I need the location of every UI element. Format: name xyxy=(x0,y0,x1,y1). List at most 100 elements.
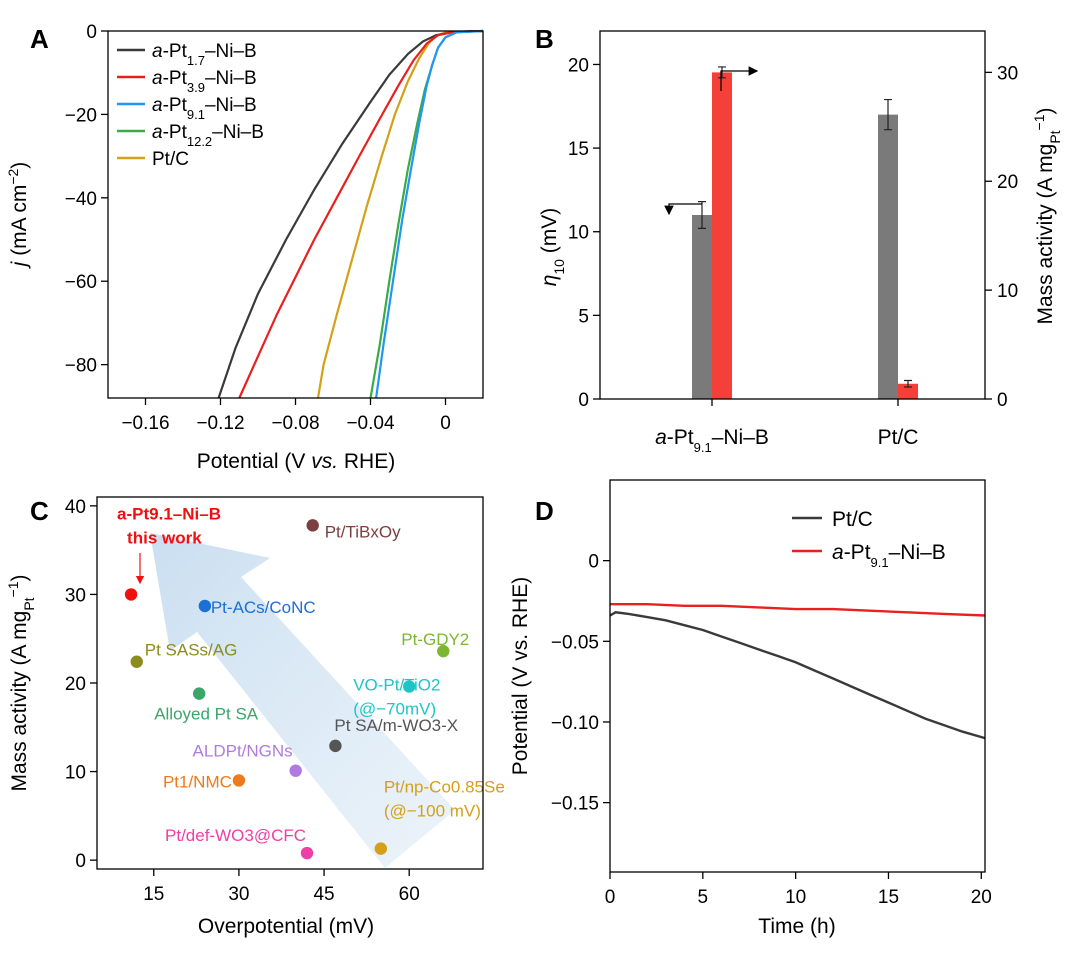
panel-c-x-tick-label: 60 xyxy=(399,884,420,905)
panel-a-legend-label: a-Pt12.2–Ni–B xyxy=(152,122,264,149)
panel-label-c: C xyxy=(30,496,49,526)
panel-a-series-group xyxy=(217,29,484,399)
panel-c-y-tick-label: 0 xyxy=(75,851,86,872)
panel-b-error-bar xyxy=(718,66,726,79)
panel-c-point-label: this work xyxy=(127,528,202,547)
panel-a-y-tick-label: 0 xyxy=(86,22,97,43)
panel-d-series-group xyxy=(609,603,986,740)
panel-c-point-label: Pt/TiBxOy xyxy=(325,522,401,541)
panel-c-y-axis-label: Mass activity (A mgPt−1) xyxy=(5,574,37,791)
panel-b-left-tick-label: 10 xyxy=(568,223,589,244)
panel-c-point xyxy=(329,739,342,753)
panel-b-bar-mass-activity xyxy=(712,72,732,400)
panel-b-left-axis-arrow xyxy=(664,203,702,216)
panel-label-a: A xyxy=(30,24,49,54)
panel-b-right-tick-label: 10 xyxy=(997,281,1018,302)
panel-b-bar-chart: 0 5 10 15 20 0 10 20 30 a-Pt9.1–Ni–B Pt/C η10 (mV)… xyxy=(538,30,1063,455)
panel-c-y-tick-label: 40 xyxy=(65,497,86,518)
panel-b-axes-frame xyxy=(599,30,986,400)
panel-c-point-label: ALDPt/NGNs xyxy=(193,742,293,761)
panel-c-point xyxy=(198,599,212,613)
panel-c-x-axis-label: Overpotential (mV) xyxy=(198,915,374,938)
panel-d-y-tick-label: −0.05 xyxy=(551,632,599,653)
panel-b-ticks: 0 5 10 15 20 0 10 20 30 a-Pt9.1–Ni–B Pt/C xyxy=(568,55,1018,454)
panel-b-right-tick-label: 30 xyxy=(997,63,1018,84)
panel-d-ticks: 0 5 10 15 20 0 −0.05 −0.10 −0.15 xyxy=(551,552,992,908)
panel-b-right-tick-label: 20 xyxy=(997,172,1018,193)
panel-d-x-tick-label: 10 xyxy=(785,887,806,908)
panel-c-point-label: Pt/np-Co0.85Se xyxy=(384,778,505,797)
panel-b-bars-group xyxy=(692,66,918,400)
panel-b-right-y-axis-label: Mass activity (A mgPt−1) xyxy=(1031,107,1063,324)
panel-a-legend-label: a-Pt1.7–Ni–B xyxy=(152,41,257,68)
panel-b-right-axis-arrow xyxy=(720,66,759,91)
panel-b-bar-overpotential xyxy=(692,215,712,399)
panel-b-error-bar xyxy=(904,379,912,388)
panel-a-x-axis-label: Potential (V vs. RHE) xyxy=(197,450,395,473)
panel-d-x-axis-label: Time (h) xyxy=(758,915,835,938)
panel-c-y-tick-label: 10 xyxy=(65,763,86,784)
panel-a-x-tick-label: −0.08 xyxy=(271,413,319,434)
panel-c-y-tick-label: 20 xyxy=(65,674,86,695)
panel-d-x-tick-label: 0 xyxy=(605,887,616,908)
panel-c-point-label: Pt-GDY2 xyxy=(401,630,469,649)
panel-a-y-axis-label: j (mA cm−2) xyxy=(5,162,31,270)
panel-d-series-line-1 xyxy=(610,603,986,617)
panel-c-point xyxy=(130,655,143,668)
panel-d-y-tick-label: −0.15 xyxy=(551,794,599,815)
panel-d-x-tick-label: 5 xyxy=(698,887,709,908)
panel-a-y-tick-label: −60 xyxy=(65,272,97,293)
panel-a-x-tick-label: −0.16 xyxy=(121,413,169,434)
panel-d-y-axis-label: Potential (V vs. RHE) xyxy=(509,577,532,775)
panel-c-point-label: VO-Pt/TiO2 xyxy=(353,676,440,695)
panel-a-series-line-1 xyxy=(238,29,484,399)
panel-c-y-tick-label: 30 xyxy=(65,585,86,606)
panel-a-x-tick-label: 0 xyxy=(440,413,451,434)
panel-c-point-label: (@−100 mV) xyxy=(384,802,481,821)
panel-a-y-tick-label: −80 xyxy=(65,356,97,377)
panel-d-stability-chart: 0 5 10 15 20 0 −0.05 −0.10 −0.15 Pt/C a-Pt9.1–Ni–… xyxy=(509,479,992,938)
panel-a-polarization-curves: −0.16 −0.12 −0.08 −0.04 0 −80 −60 −40 −20 0 a-Pt1… xyxy=(5,22,484,473)
panel-label-b: B xyxy=(535,24,554,54)
panel-c-point-label: (@−70mV) xyxy=(353,700,436,719)
panel-a-legend: a-Pt1.7–Ni–Ba-Pt3.9–Ni–Ba-Pt9.1–Ni–Ba-Pt… xyxy=(117,41,264,170)
panel-a-x-tick-label: −0.12 xyxy=(196,413,244,434)
panel-d-series-line-0 xyxy=(609,611,986,740)
panel-d-y-tick-label: −0.10 xyxy=(551,713,599,734)
panel-b-bar-overpotential xyxy=(878,114,898,400)
panel-c-x-tick-label: 45 xyxy=(313,884,334,905)
panel-c-point xyxy=(306,519,319,532)
panel-a-series-line-2 xyxy=(375,29,484,399)
panel-d-x-tick-label: 20 xyxy=(971,887,992,908)
panel-c-point-label: Pt/def-WO3@CFC xyxy=(165,826,306,845)
panel-d-legend-label: a-Pt9.1–Ni–B xyxy=(832,541,946,570)
panel-c-point xyxy=(437,644,450,658)
panel-c-point xyxy=(232,774,246,787)
panel-c-point-label: Pt-ACs/CoNC xyxy=(211,598,316,617)
panel-a-legend-label: a-Pt3.9–Ni–B xyxy=(152,68,257,95)
panel-c-point-label: Pt1/NMC xyxy=(163,772,232,791)
panel-c-point xyxy=(192,687,206,700)
panel-c-points-group: a-Pt9.1–Ni–B this work Pt/TiBxOy Pt-ACs/CoN… xyxy=(117,504,505,860)
panel-b-left-y-axis-label: η10 (mV) xyxy=(538,208,567,287)
panel-a-y-tick-label: −20 xyxy=(65,105,97,126)
panel-b-left-tick-label: 0 xyxy=(578,390,589,411)
panel-c-point xyxy=(124,588,138,601)
panel-b-error-bar xyxy=(884,98,892,131)
panel-c-scatter-chart: a-Pt9.1–Ni–B this work Pt/TiBxOy Pt-ACs/CoN… xyxy=(5,496,505,938)
panel-d-x-tick-label: 15 xyxy=(878,887,899,908)
panel-c-point xyxy=(403,680,416,693)
panel-a-legend-label: Pt/C xyxy=(152,149,189,170)
panel-a-x-tick-label: −0.04 xyxy=(346,413,395,434)
panel-d-axes-frame xyxy=(609,479,986,873)
panel-a-series-line-0 xyxy=(217,29,484,399)
panel-a-ticks: −0.16 −0.12 −0.08 −0.04 0 −80 −60 −40 −20 0 xyxy=(65,22,451,434)
panel-b-left-tick-label: 20 xyxy=(568,55,589,76)
panel-c-point-label: a-Pt9.1–Ni–B xyxy=(117,504,221,523)
panel-b-category-label: Pt/C xyxy=(878,426,919,449)
panel-c-point xyxy=(289,764,302,777)
panel-b-category-label: a-Pt9.1–Ni–B xyxy=(655,426,769,455)
panel-c-point-label: Alloyed Pt SA xyxy=(154,705,259,724)
panel-a-y-tick-label: −40 xyxy=(65,189,97,210)
